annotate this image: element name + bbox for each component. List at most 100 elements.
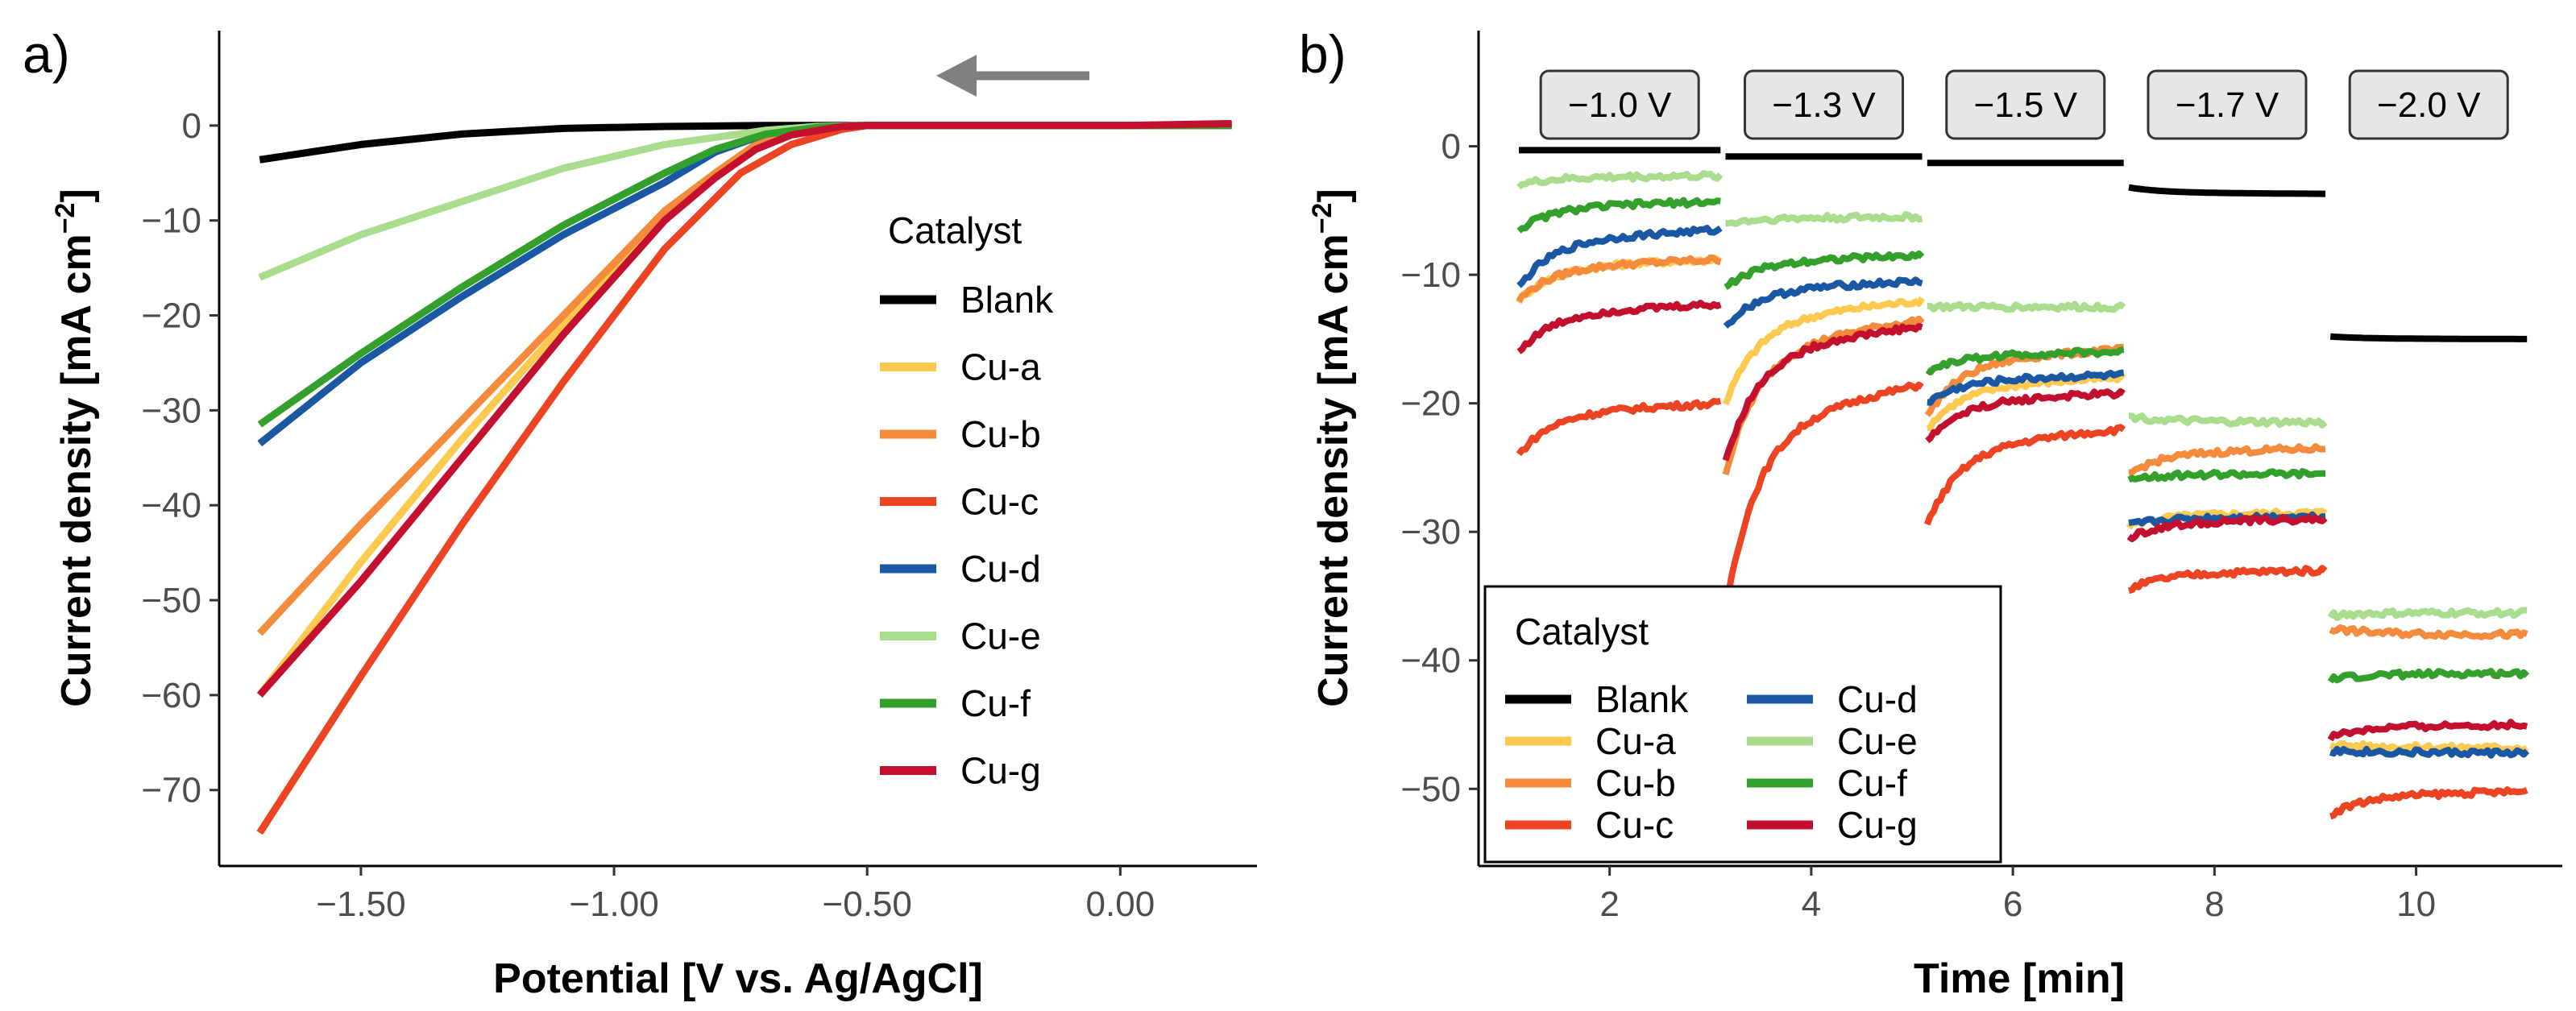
panel-b-legend-title: Catalyst — [1515, 611, 1649, 653]
voltage-strip-label: −2.0 V — [2377, 85, 2481, 125]
legend-label-blank: Blank — [1595, 678, 1689, 720]
y-tick-label: −20 — [141, 296, 201, 336]
panel-b-legend-box — [1483, 585, 2002, 864]
y-tick-label: −30 — [1400, 512, 1461, 552]
legend-label-cu-g: Cu-g — [1837, 804, 1918, 846]
voltage-strip-label: −1.3 V — [1772, 85, 1876, 125]
series-line-cu-c-step-2 — [1722, 381, 1924, 611]
panel-a-legend-title: Catalyst — [888, 209, 1022, 251]
series-line-cu-a-step-5 — [2329, 740, 2529, 753]
voltage-strip-box — [1945, 69, 2106, 140]
x-tick-label: 4 — [1802, 885, 1821, 924]
series-line-cu-c-step-3 — [1924, 424, 2126, 526]
series-line-cu-d-step-2 — [1723, 276, 1923, 329]
panel-a-y-ticks: 0 −10 −20 −30 −40 −50 −60 −70 — [141, 106, 219, 810]
panel-a-y-axis-label-end: ] — [53, 189, 100, 202]
panel-a-plot-area — [256, 120, 1232, 835]
series-line-blank-step-4 — [2128, 184, 2325, 197]
series-line-cu-e-step-5 — [2327, 607, 2528, 621]
legend-label-cu-d: Cu-d — [1837, 678, 1918, 720]
series-line-cu-g-step-1 — [1516, 300, 1722, 354]
series-line-cu-f-step-5 — [2327, 668, 2530, 684]
voltage-strip-label: −1.0 V — [1568, 85, 1672, 125]
series-line-cu-c-step-1 — [1516, 397, 1722, 457]
panel-b-y-axis-label-main: Current density [mA cm — [1310, 234, 1357, 707]
x-tick-label: 2 — [1599, 885, 1619, 924]
series-line-cu-d-step-5 — [2329, 745, 2530, 759]
voltage-strip-label: −1.5 V — [1974, 85, 2078, 125]
series-line-cu-e-step-1 — [1516, 170, 1724, 190]
panel-a-x-ticks: −1.50 −1.00 −0.50 0.00 — [316, 866, 1155, 924]
legend-label-blank: Blank — [960, 279, 1054, 321]
panel-a-y-axis-label-sup: −2 — [50, 203, 81, 234]
series-line-blank-step-5 — [2329, 333, 2528, 342]
panel-b-y-axis-label-sup: −2 — [1307, 203, 1338, 234]
series-line-cu-c-step-5 — [2329, 786, 2528, 820]
y-tick-label: −50 — [141, 581, 201, 620]
legend-label-cu-d: Cu-d — [960, 548, 1041, 590]
y-tick-label: 0 — [182, 106, 201, 146]
series-line-cu-b-step-5 — [2329, 624, 2528, 640]
x-tick-label: 8 — [2205, 885, 2224, 924]
panel-a-label: a) — [23, 24, 70, 84]
series-line-cu-g-step-2 — [1722, 323, 1923, 462]
series-line-cu-b-step-1 — [1516, 254, 1722, 304]
series-line-cu-c-step-4 — [2128, 565, 2328, 595]
series-line-cu-a-step-2 — [1722, 296, 1925, 406]
y-tick-label: −10 — [141, 201, 201, 241]
x-tick-label: 6 — [2003, 885, 2022, 924]
series-line-cu-g-step-3 — [1925, 387, 2126, 444]
legend-label-cu-e: Cu-e — [960, 615, 1041, 657]
panel-b-voltage-labels: −1.0 V −1.3 V −1.5 V −1.7 V −2.0 V — [1539, 69, 2509, 140]
series-line-cu-e-step-3 — [1927, 300, 2126, 313]
series-line-cu-f-step-4 — [2127, 468, 2325, 483]
legend-label-cu-g: Cu-g — [960, 750, 1041, 792]
y-tick-label: 0 — [1441, 127, 1461, 167]
y-tick-label: −70 — [141, 771, 201, 810]
panel-b: b) 0−10−20−30−40−50 2 4 6 8 10 −1.0 V −1.3 V −… — [1299, 24, 2562, 1002]
voltage-strip-box — [1744, 69, 1905, 140]
panel-a-y-axis-label: Current density [mA cm−2] — [50, 189, 100, 707]
panel-b-y-axis-label: Current density [mA cm−2] — [1307, 189, 1357, 707]
legend-label-cu-b: Cu-b — [960, 413, 1041, 455]
panel-b-plot-area — [1516, 147, 2530, 820]
voltage-strip-box — [2348, 69, 2509, 140]
y-tick-label: −30 — [141, 391, 201, 430]
panel-b-label: b) — [1299, 24, 1346, 84]
panel-a-legend: Catalyst Blank Cu-a Cu-b Cu-c Cu-d Cu-e Cu-f Cu… — [880, 209, 1054, 792]
series-line-cu-f-step-2 — [1724, 250, 1925, 290]
scan-direction-arrow-icon — [936, 55, 1089, 97]
panel-b-y-ticks: 0 −10 −20 −30 −40 −50 — [1400, 127, 1479, 809]
legend-label-cu-a: Cu-a — [960, 346, 1041, 388]
series-line-cu-g-step-5 — [2327, 719, 2528, 742]
legend-label-cu-b: Cu-b — [1595, 762, 1676, 804]
panel-a-x-axis-label: Potential [V vs. Ag/AgCl] — [493, 955, 983, 1002]
x-tick-label: 10 — [2396, 885, 2436, 924]
series-line-cu-g — [256, 120, 1232, 698]
x-tick-label: 0.00 — [1086, 885, 1155, 924]
x-tick-label: −1.00 — [569, 885, 658, 924]
y-tick-label: −40 — [1400, 641, 1461, 681]
series-line-cu-f-step-3 — [1925, 346, 2125, 375]
voltage-strip-box — [2147, 69, 2308, 140]
panel-a: a) 0 −10 −20 −30 −40 −50 −60 −70 −1.50 −1.00 −0.5… — [23, 24, 1257, 1002]
series-line-cu-g-step-4 — [2126, 513, 2328, 542]
legend-label-cu-f: Cu-f — [1837, 762, 1907, 804]
series-line-cu-f-step-1 — [1516, 197, 1721, 234]
legend-label-cu-a: Cu-a — [1595, 720, 1676, 762]
y-tick-label: −60 — [141, 676, 201, 715]
panel-b-x-ticks: 2 4 6 8 10 — [1599, 866, 2436, 924]
series-line-cu-d-step-3 — [1927, 369, 2125, 406]
panel-b-x-axis-label: Time [min] — [1914, 955, 2125, 1002]
panel-a-legend-entries: Blank Cu-a Cu-b Cu-c Cu-d Cu-e Cu-f Cu-g — [880, 279, 1054, 792]
legend-label-cu-f: Cu-f — [960, 682, 1031, 724]
panel-b-y-axis-label-end: ] — [1310, 189, 1357, 202]
voltage-strip-box — [1539, 69, 1700, 140]
x-tick-label: −1.50 — [316, 885, 405, 924]
legend-label-cu-e: Cu-e — [1837, 720, 1918, 762]
y-tick-label: −20 — [1400, 384, 1461, 424]
panel-a-y-axis-label-main: Current density [mA cm — [53, 234, 100, 707]
